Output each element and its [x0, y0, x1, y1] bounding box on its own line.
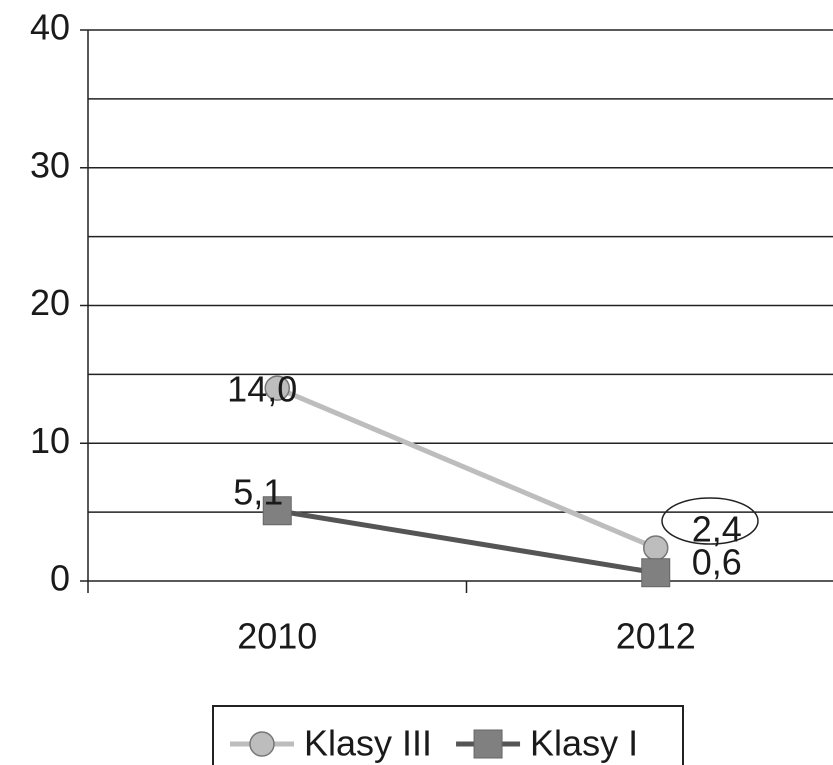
series-line	[276, 508, 657, 576]
series-line	[276, 385, 657, 551]
data-label: 2,4	[692, 508, 742, 549]
marker	[473, 729, 503, 759]
marker	[641, 558, 671, 588]
data-label: 0,6	[692, 541, 742, 582]
legend: Klasy III Klasy I	[212, 705, 684, 765]
x-tick-label: 2012	[616, 616, 696, 657]
y-tick-label: 10	[30, 420, 70, 461]
x-tick-label: 2010	[237, 616, 317, 657]
data-label: 14,0	[227, 369, 297, 410]
marker	[264, 375, 290, 401]
y-tick-label: 40	[30, 7, 70, 48]
legend-box	[212, 705, 684, 765]
marker	[249, 731, 275, 757]
y-tick-label: 30	[30, 144, 70, 185]
marker	[262, 496, 292, 526]
y-tick-label: 20	[30, 282, 70, 323]
marker	[643, 535, 669, 561]
legend-label: Klasy III	[304, 723, 432, 764]
legend-label: Klasy I	[530, 723, 638, 764]
y-tick-label: 0	[50, 558, 70, 599]
hand-ellipse	[661, 497, 759, 545]
data-label: 5,1	[233, 471, 283, 512]
